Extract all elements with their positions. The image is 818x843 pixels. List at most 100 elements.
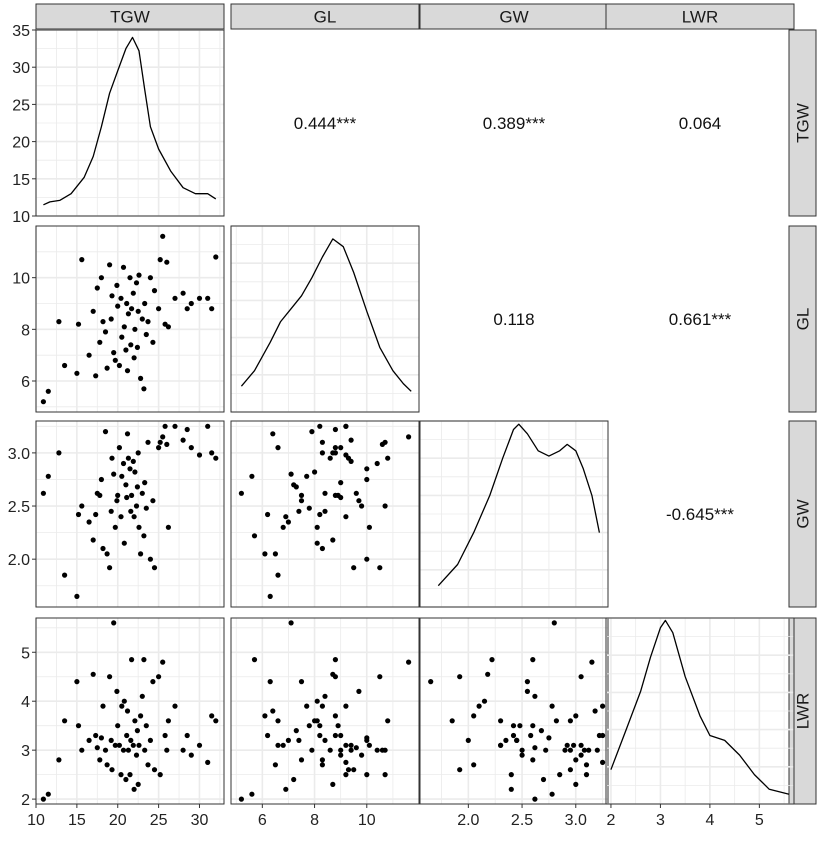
scatter-point [549,791,555,797]
correlation-label: -0.645*** [666,505,734,524]
scatter-point [150,679,156,685]
scatter-point [129,657,135,663]
scatter-point [93,511,99,518]
scatter-point [562,747,568,753]
scatter-point [251,657,258,663]
scatter-point [165,324,171,330]
density-curve-gl [240,238,412,392]
scatter-point [94,745,100,751]
scatter-point [150,339,156,345]
scatter-point [530,723,536,729]
scatter-point [157,257,163,263]
scatter-point [131,355,137,361]
panel-border [35,225,225,413]
strip-label: TGW [794,103,813,143]
scatter-point [130,458,136,464]
scatter-point [45,388,51,394]
scatter-point [519,752,525,758]
scatter-point [309,429,315,435]
scatter-point [275,445,281,451]
scatter-point [180,747,186,753]
scatter-point [283,514,289,520]
scatter-point [306,723,312,729]
y-tick-label: 3.0 [8,446,30,463]
scatter-point [45,791,51,797]
y-tick-label: 5 [21,645,30,662]
scatter-point [107,565,113,571]
scatter-point [165,524,171,530]
scatter-point [139,316,145,322]
scatter-point [132,326,138,332]
scatter-point [165,718,171,724]
y-tick-label: 4 [21,694,30,711]
scatter-point [123,776,129,783]
x-tick-label: 3 [656,812,665,829]
scatter-point [104,365,110,371]
scatter-point [118,514,124,520]
scatter-point [56,319,62,325]
scatter-point [40,399,47,405]
scatter-point [338,494,344,501]
scatter-point [332,732,338,739]
scatter-point [280,524,286,530]
correlation-label: 0.064 [679,114,722,133]
scatter-point [90,671,96,677]
scatter-point [100,545,106,552]
scatter-point [530,657,536,663]
scatter-point [249,791,255,797]
scatter-point [124,368,131,374]
scatter-point [317,723,323,729]
scatter-point [457,674,463,680]
y-tick-label: 2 [21,792,30,809]
scatter-point [184,426,190,433]
scatter-point [79,503,85,509]
panel-border [230,225,420,413]
scatter-point [330,537,336,543]
scatter-point [184,306,190,312]
scatter-point [118,295,124,301]
scatter-point [114,282,120,288]
scatter-point [270,431,276,437]
scatter-point [104,551,110,557]
scatter-point [129,306,135,312]
scatter-point [374,747,380,753]
scatter-point [596,732,603,739]
scatter-point [317,732,323,739]
scatter-point [160,434,166,440]
scatter-point [108,508,114,514]
scatter-point [332,657,338,663]
scatter-point [600,759,606,766]
scatter-point [151,565,158,571]
density-curve-lwr [610,619,790,795]
scatter-point [162,423,168,429]
scatter-point [40,796,47,802]
scatter-point [319,545,325,552]
x-tick-label: 20 [109,812,127,829]
scatter-point [272,551,278,557]
scatter-point [109,293,115,299]
scatter-point [172,423,178,429]
scatter-point [180,437,186,443]
y-tick-label: 10 [12,209,30,226]
density-curve-tgw [43,36,217,206]
x-tick-label: 6 [258,812,267,829]
scatter-point [356,498,362,504]
panel-border [35,29,225,217]
scatter-point [364,466,370,472]
scatter-point [338,480,344,486]
scatter-point [130,290,136,296]
scatter-point [133,280,140,286]
scatter-point [285,737,291,744]
scatter-point [115,723,121,729]
panel-grid-gl-tgw [35,226,224,412]
scatter-point [385,718,391,724]
scatter-point [107,262,113,268]
scatter-point [314,524,320,530]
scatter-point [138,551,144,557]
x-tick-label: 8 [310,812,319,829]
scatter-point [528,732,534,739]
scatter-point [583,762,590,768]
scatter-point [115,303,121,309]
scatter-point [343,703,349,709]
scatter-point [56,757,62,763]
